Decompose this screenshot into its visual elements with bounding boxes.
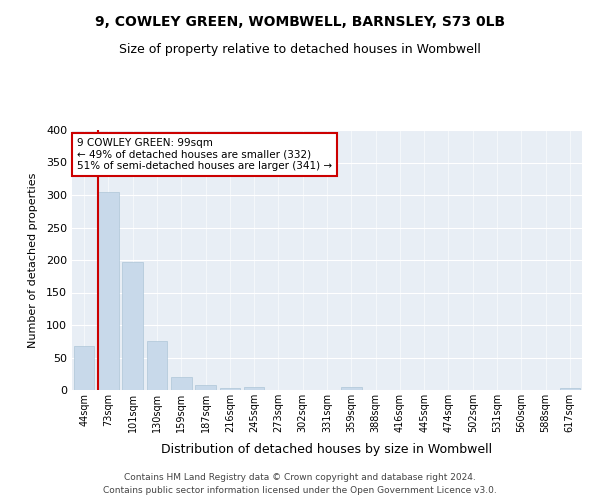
Bar xyxy=(146,340,167,390)
Y-axis label: Number of detached properties: Number of detached properties xyxy=(28,172,38,348)
Bar xyxy=(244,388,265,390)
Bar xyxy=(98,192,119,390)
Bar xyxy=(122,262,143,390)
Bar xyxy=(74,346,94,390)
Text: 9 COWLEY GREEN: 99sqm
← 49% of detached houses are smaller (332)
51% of semi-det: 9 COWLEY GREEN: 99sqm ← 49% of detached … xyxy=(77,138,332,171)
Text: 9, COWLEY GREEN, WOMBWELL, BARNSLEY, S73 0LB: 9, COWLEY GREEN, WOMBWELL, BARNSLEY, S73… xyxy=(95,15,505,29)
Bar xyxy=(195,385,216,390)
Text: Distribution of detached houses by size in Wombwell: Distribution of detached houses by size … xyxy=(161,442,493,456)
Bar xyxy=(171,377,191,390)
Text: Contains HM Land Registry data © Crown copyright and database right 2024.
Contai: Contains HM Land Registry data © Crown c… xyxy=(103,473,497,495)
Bar xyxy=(220,388,240,390)
Bar xyxy=(341,388,362,390)
Bar xyxy=(560,388,580,390)
Text: Size of property relative to detached houses in Wombwell: Size of property relative to detached ho… xyxy=(119,42,481,56)
